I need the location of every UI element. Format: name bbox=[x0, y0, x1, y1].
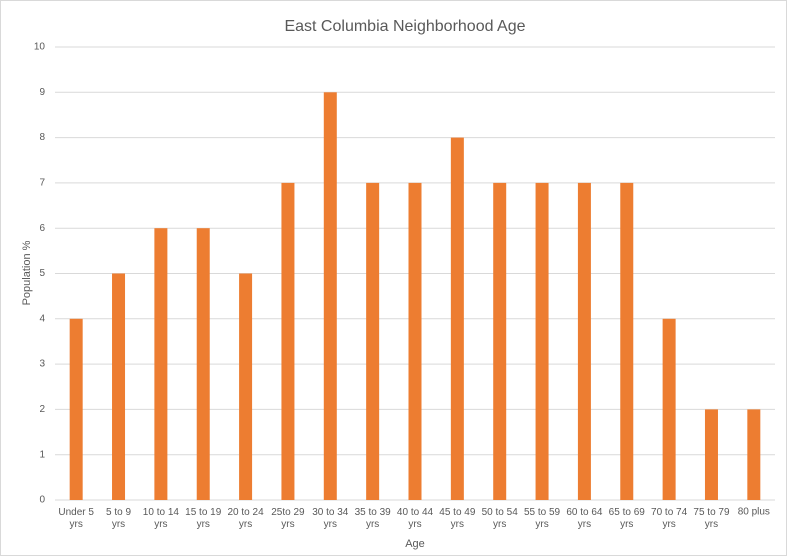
bar bbox=[154, 228, 168, 500]
y-tick-label: 7 bbox=[39, 178, 45, 189]
bar bbox=[69, 318, 83, 500]
y-tick-label: 4 bbox=[39, 313, 45, 324]
x-tick-label: 5 to 9 yrs bbox=[106, 507, 131, 530]
bar bbox=[323, 92, 337, 501]
x-tick-label: 20 to 24 yrs bbox=[228, 507, 265, 530]
x-tick-label: 80 plus bbox=[738, 507, 770, 518]
x-tick-label: 65 to 69 yrs bbox=[609, 507, 646, 530]
x-tick-label: 40 to 44 yrs bbox=[397, 507, 434, 530]
bar bbox=[662, 318, 676, 500]
x-tick-label: 25to 29 yrs bbox=[271, 507, 305, 530]
bar bbox=[450, 137, 464, 500]
bar bbox=[239, 273, 253, 500]
bar bbox=[408, 182, 422, 500]
bar bbox=[535, 182, 549, 500]
y-tick-label: 2 bbox=[39, 404, 45, 415]
x-axis-title: Age bbox=[405, 538, 425, 550]
bar bbox=[281, 182, 295, 500]
y-tick-label: 5 bbox=[39, 268, 45, 279]
y-tick-label: 8 bbox=[39, 132, 45, 143]
x-tick-label: 50 to 54 yrs bbox=[482, 507, 519, 530]
bar bbox=[112, 273, 126, 500]
y-axis-title: Population % bbox=[21, 240, 33, 305]
x-tick-label: 30 to 34 yrs bbox=[312, 507, 349, 530]
bar bbox=[493, 182, 507, 500]
x-tick-label: Under 5 yrs bbox=[58, 507, 94, 530]
bar bbox=[704, 409, 718, 500]
bar bbox=[620, 182, 634, 500]
x-tick-label: 45 to 49 yrs bbox=[439, 507, 476, 530]
y-tick-label: 9 bbox=[39, 87, 45, 98]
y-tick-label: 6 bbox=[39, 223, 45, 234]
x-tick-label: 70 to 74 yrs bbox=[651, 507, 688, 530]
chart-title: East Columbia Neighborhood Age bbox=[284, 18, 525, 35]
x-tick-label: 75 to 79 yrs bbox=[693, 507, 730, 530]
x-tick-label: 55 to 59 yrs bbox=[524, 507, 561, 530]
y-tick-label: 1 bbox=[39, 449, 45, 460]
bar bbox=[577, 182, 591, 500]
x-tick-label: 60 to 64 yrs bbox=[566, 507, 603, 530]
x-tick-label: 10 to 14 yrs bbox=[143, 507, 180, 530]
y-tick-label: 3 bbox=[39, 359, 45, 370]
x-tick-label: 15 to 19 yrs bbox=[185, 507, 222, 530]
y-tick-label: 10 bbox=[34, 42, 46, 53]
bar bbox=[747, 409, 761, 500]
bar bbox=[366, 182, 380, 500]
y-tick-label: 0 bbox=[39, 495, 45, 506]
x-tick-label: 35 to 39 yrs bbox=[355, 507, 392, 530]
bar bbox=[196, 228, 210, 500]
